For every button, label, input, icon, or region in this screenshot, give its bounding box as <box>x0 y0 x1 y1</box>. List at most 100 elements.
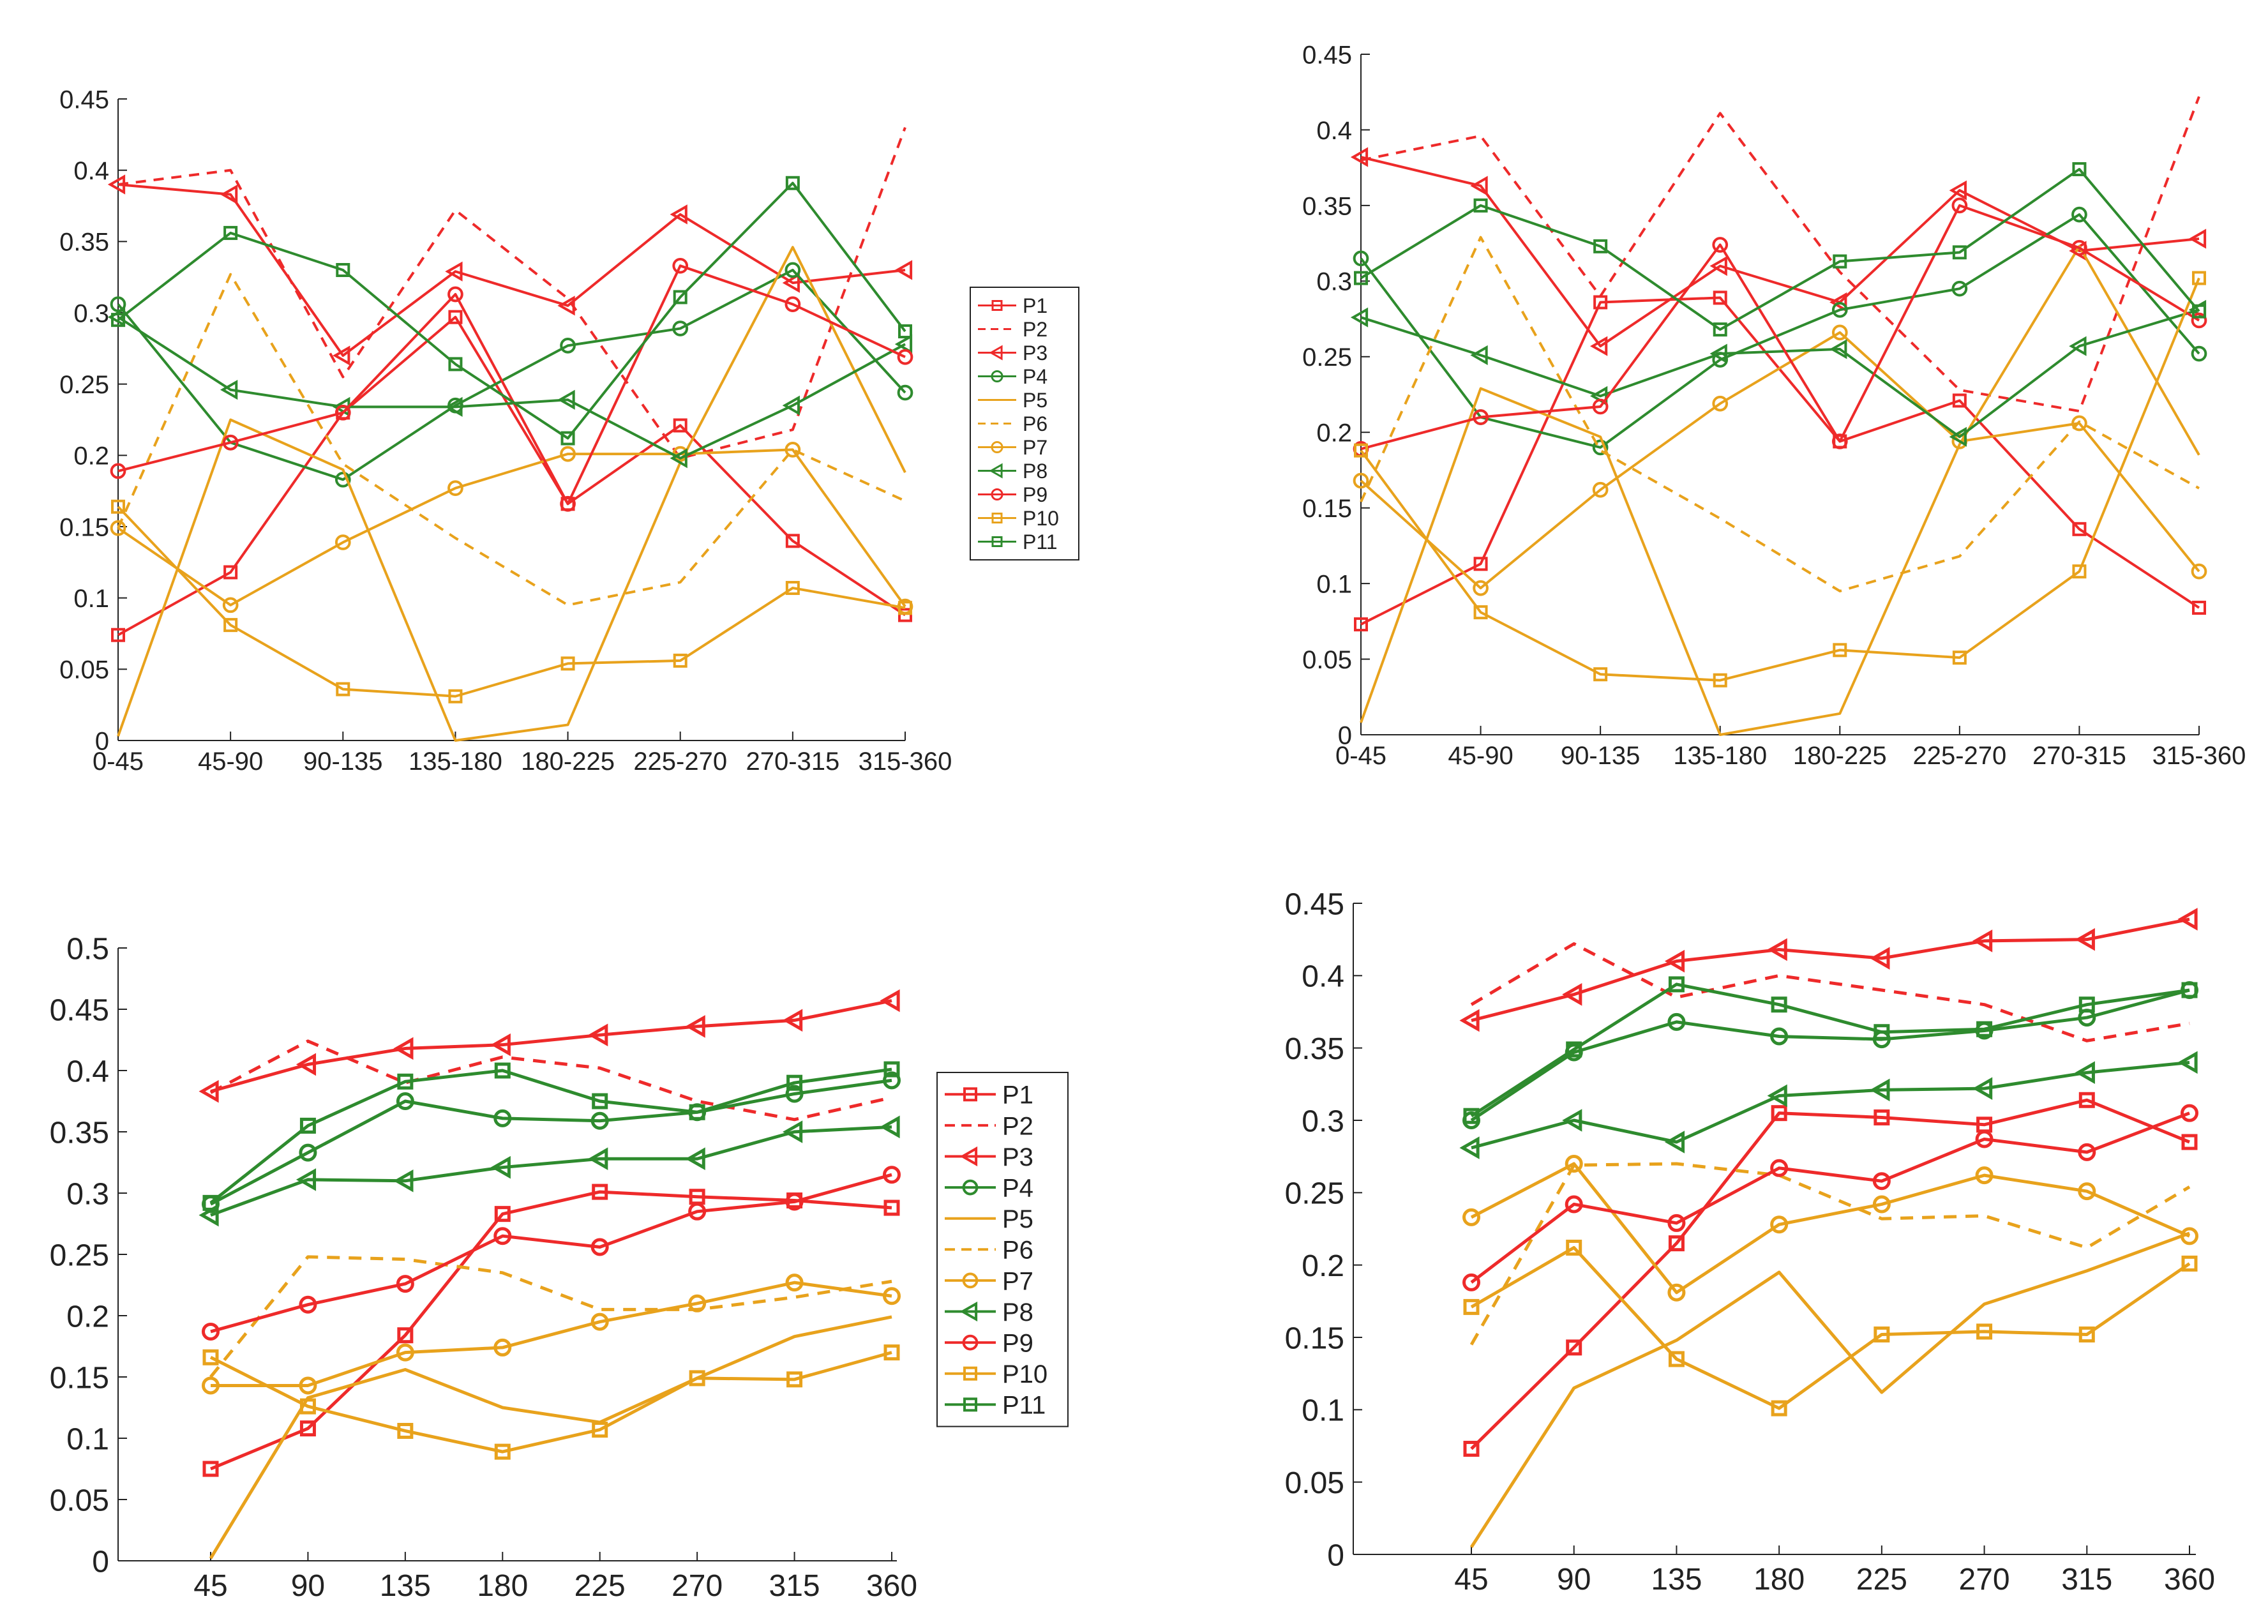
data-point-p4 <box>493 1109 512 1127</box>
data-point-p9 <box>2071 239 2087 256</box>
data-point-p3 <box>1829 292 1847 313</box>
legend-box <box>970 287 1079 560</box>
data-point-p9 <box>1462 1273 1480 1291</box>
series-line-p8 <box>1471 1060 2190 1150</box>
data-point-p9 <box>202 1322 220 1341</box>
data-point-p11 <box>1976 1021 1993 1037</box>
data-point-p10 <box>1473 605 1488 620</box>
data-point-p11 <box>223 225 238 240</box>
data-point-p9 <box>222 434 239 451</box>
data-point-p7 <box>560 446 576 462</box>
data-point-p1 <box>223 565 238 580</box>
series-line-p11 <box>117 181 906 440</box>
data-point-p10 <box>397 1422 414 1439</box>
x-tick-label: 225 <box>575 1569 626 1603</box>
x-tick-label: 360 <box>866 1569 917 1603</box>
x-tick-label: 45-90 <box>198 748 263 776</box>
x-tick-label: 180-225 <box>1793 742 1887 770</box>
data-point-p7 <box>1975 1166 1994 1185</box>
y-tick-label: 0 <box>92 1545 109 1579</box>
data-point-p7 <box>222 597 239 613</box>
series-line-p8 <box>210 1125 892 1217</box>
data-point-p1 <box>2072 522 2087 536</box>
x-tick-label: 315-360 <box>859 748 952 776</box>
data-point-p3 <box>445 261 463 282</box>
y-tick-label: 0.3 <box>1302 1104 1344 1138</box>
y-tick-label: 0.45 <box>50 993 109 1027</box>
x-tick-label: 45-90 <box>1448 742 1513 770</box>
data-point-p3 <box>393 1037 414 1060</box>
data-point-p1 <box>202 1461 219 1477</box>
y-tick-label: 0.3 <box>66 1177 109 1211</box>
series-p2 <box>1470 942 2190 1042</box>
data-point-p8 <box>1949 426 1967 447</box>
legend-marker-p4 <box>991 370 1003 383</box>
x-tick-label: 45 <box>1454 1563 1488 1597</box>
data-point-p11 <box>448 357 463 372</box>
data-point-p4 <box>299 1143 317 1162</box>
y-tick-label: 0.35 <box>1302 192 1352 220</box>
data-point-p8 <box>1829 339 1847 359</box>
series-p7 <box>202 1274 901 1395</box>
data-point-p7 <box>1770 1215 1789 1234</box>
legend-label: P11 <box>1023 530 1058 553</box>
series-p3 <box>107 174 913 366</box>
y-tick-label: 0.15 <box>1302 495 1352 523</box>
data-point-p3 <box>1589 336 1608 356</box>
data-point-p1 <box>2181 1134 2198 1150</box>
data-point-p1 <box>1566 1339 1582 1356</box>
x-tick-label: 180 <box>477 1569 528 1603</box>
series-p3 <box>199 989 900 1103</box>
data-point-p7 <box>785 1274 804 1292</box>
legend-marker-p11 <box>963 1397 977 1412</box>
series-p7 <box>110 442 913 615</box>
data-point-p11 <box>1463 1108 1480 1124</box>
series-line-p8 <box>117 316 906 460</box>
data-point-p8 <box>1350 307 1369 327</box>
series-line-p10 <box>117 506 906 698</box>
series-p5 <box>1360 244 2200 736</box>
data-point-p11 <box>2192 304 2206 319</box>
data-point-p11 <box>111 313 125 327</box>
data-point-p10 <box>673 653 687 668</box>
data-point-p11 <box>2181 982 2198 998</box>
data-point-p10 <box>898 601 912 615</box>
legend-marker-p7 <box>991 440 1003 454</box>
series-line-p11 <box>209 1067 892 1205</box>
data-point-p3 <box>782 273 800 293</box>
data-point-p11 <box>883 1061 900 1078</box>
chart-0: 0 0.05 0.1 0.15 0.2 0.25 0.3 0.35 0.4 0.45 0-45 45-… <box>59 86 1079 776</box>
data-point-p1 <box>299 1420 316 1437</box>
data-point-p7 <box>2181 1227 2198 1245</box>
series-p10 <box>111 499 912 703</box>
series-p6 <box>209 1255 892 1378</box>
data-point-p7 <box>1565 1155 1583 1173</box>
x-tick-label: 135 <box>1651 1563 1702 1597</box>
y-tick-label: 0.45 <box>1285 887 1344 921</box>
y-tick-label: 0.35 <box>1285 1032 1344 1066</box>
series-line-p10 <box>209 1351 892 1454</box>
legend-label: P3 <box>1023 342 1048 365</box>
y-tick-label: 0.1 <box>1316 571 1352 599</box>
data-point-p8 <box>588 1147 608 1171</box>
series-line-p5 <box>209 1315 892 1560</box>
data-point-p4 <box>883 1071 901 1090</box>
data-point-p10 <box>1354 443 1368 458</box>
y-tick-label: 0.4 <box>1316 117 1352 145</box>
data-point-p8 <box>782 395 800 416</box>
data-point-p3 <box>1459 1009 1480 1032</box>
data-point-p7 <box>1667 1283 1686 1302</box>
data-point-p8 <box>670 448 687 469</box>
y-tick-label: 0.15 <box>1285 1321 1344 1355</box>
data-point-p4 <box>2191 345 2207 362</box>
data-point-p9 <box>1975 1130 1994 1148</box>
data-point-p3 <box>894 260 913 280</box>
data-point-p7 <box>2071 415 2087 432</box>
data-point-p8 <box>880 1115 900 1139</box>
x-tick-label: 180 <box>1754 1563 1805 1597</box>
series-line-p8 <box>1360 308 2200 439</box>
legend-marker-p8 <box>989 463 1003 479</box>
series-line-p11 <box>1360 168 2200 331</box>
data-point-p10 <box>111 499 125 514</box>
data-point-p9 <box>1565 1195 1583 1214</box>
